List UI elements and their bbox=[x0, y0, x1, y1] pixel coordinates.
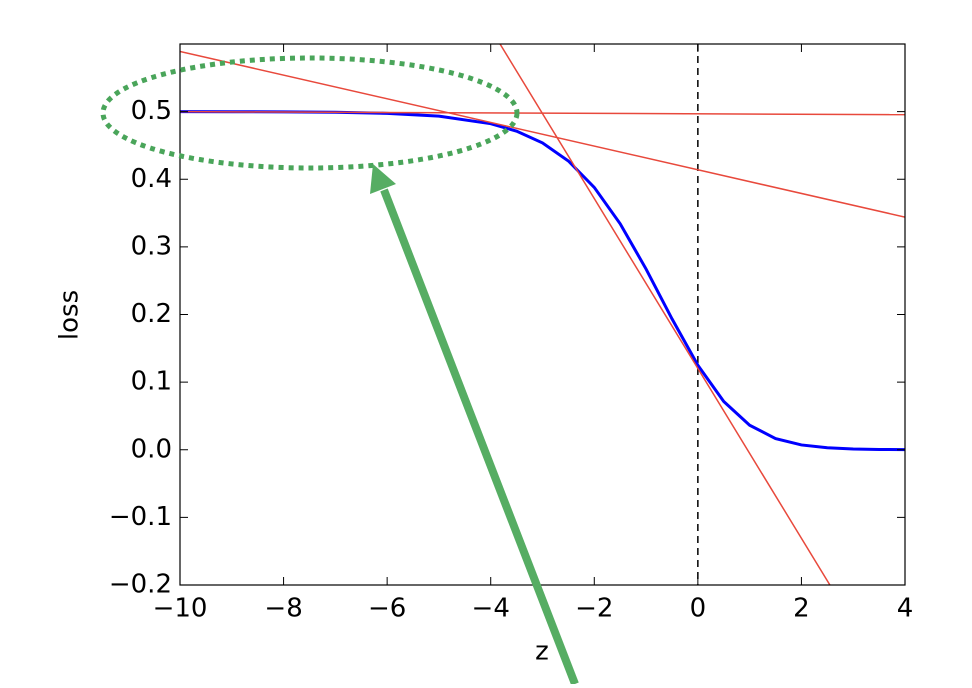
x-tick-label: −4 bbox=[472, 594, 510, 624]
series-line bbox=[180, 50, 905, 218]
y-tick-label: 0.2 bbox=[131, 299, 172, 329]
plot-area bbox=[180, 44, 905, 585]
x-tick-label: −6 bbox=[368, 594, 406, 624]
y-tick-label: 0.0 bbox=[131, 434, 172, 464]
annotation-arrow bbox=[380, 188, 579, 686]
x-tick-label: −10 bbox=[153, 594, 208, 624]
y-axis-label: loss bbox=[55, 290, 85, 340]
y-tick-label: 0.5 bbox=[131, 96, 172, 126]
y-tick-label: 0.4 bbox=[131, 164, 172, 194]
x-axis-label: z bbox=[535, 637, 549, 667]
y-tick-label: 0.3 bbox=[131, 231, 172, 261]
y-tick-label: −0.2 bbox=[109, 570, 172, 600]
x-tick-label: 4 bbox=[897, 594, 914, 624]
arrow-head bbox=[370, 164, 396, 194]
highlight-ellipse bbox=[100, 55, 520, 171]
x-tick-label: 0 bbox=[690, 594, 707, 624]
y-tick-label: −0.1 bbox=[109, 502, 172, 532]
plot-layer bbox=[180, 44, 905, 585]
y-tick-label: 0.1 bbox=[131, 367, 172, 397]
series-line bbox=[499, 44, 831, 585]
x-tick-label: 2 bbox=[793, 594, 810, 624]
x-tick-label: −8 bbox=[264, 594, 302, 624]
x-tick-label: −2 bbox=[575, 594, 613, 624]
